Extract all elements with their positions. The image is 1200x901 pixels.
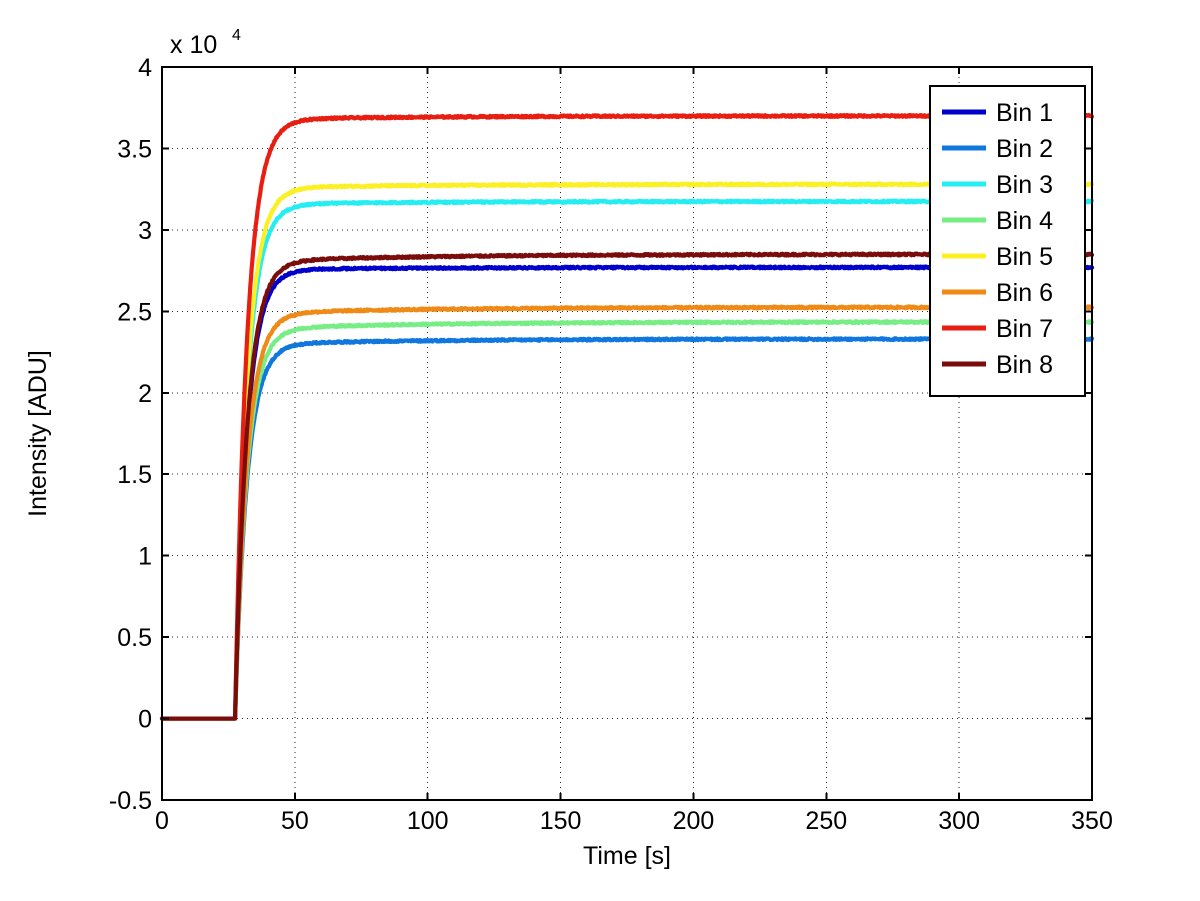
y-tick-label: 0 — [138, 706, 152, 734]
y-tick-label: 2 — [138, 380, 152, 408]
y-tick-label: 3.5 — [117, 135, 152, 163]
y-tick-label: 1 — [138, 543, 152, 571]
legend-label-bin-2: Bin 2 — [996, 135, 1053, 163]
y-tick-label: 3 — [138, 217, 152, 245]
y-axis-exponent-power: 4 — [232, 27, 241, 44]
y-axis-title: Intensity [ADU] — [24, 350, 52, 517]
legend: Bin 1 Bin 2 Bin 3 Bin 4 Bin 5 Bin 6 Bin 7 Bin 8 — [929, 85, 1086, 397]
legend-label-bin-7: Bin 7 — [996, 315, 1053, 343]
y-axis-exponent: x 10 — [170, 31, 217, 59]
legend-label-bin-4: Bin 4 — [996, 207, 1053, 235]
x-tick-label: 300 — [938, 807, 980, 835]
x-tick-label: 250 — [805, 807, 847, 835]
legend-label-bin-6: Bin 6 — [996, 279, 1053, 307]
y-tick-label: 0.5 — [117, 624, 152, 652]
legend-box — [929, 85, 1086, 397]
x-axis-title: Time [s] — [583, 842, 671, 870]
legend-label-bin-1: Bin 1 — [996, 99, 1053, 127]
y-tick-label: -0.5 — [109, 787, 152, 815]
y-tick-label: 4 — [138, 54, 152, 82]
x-tick-label: 0 — [155, 807, 169, 835]
x-tick-label: 100 — [407, 807, 449, 835]
y-tick-label: 1.5 — [117, 461, 152, 489]
legend-label-bin-3: Bin 3 — [996, 171, 1053, 199]
x-tick-label: 150 — [540, 807, 582, 835]
x-tick-label: 350 — [1071, 807, 1113, 835]
x-tick-label: 50 — [281, 807, 309, 835]
x-tick-label: 200 — [673, 807, 715, 835]
legend-label-bin-8: Bin 8 — [996, 351, 1053, 379]
y-tick-label: 2.5 — [117, 298, 152, 326]
legend-label-bin-5: Bin 5 — [996, 243, 1053, 271]
